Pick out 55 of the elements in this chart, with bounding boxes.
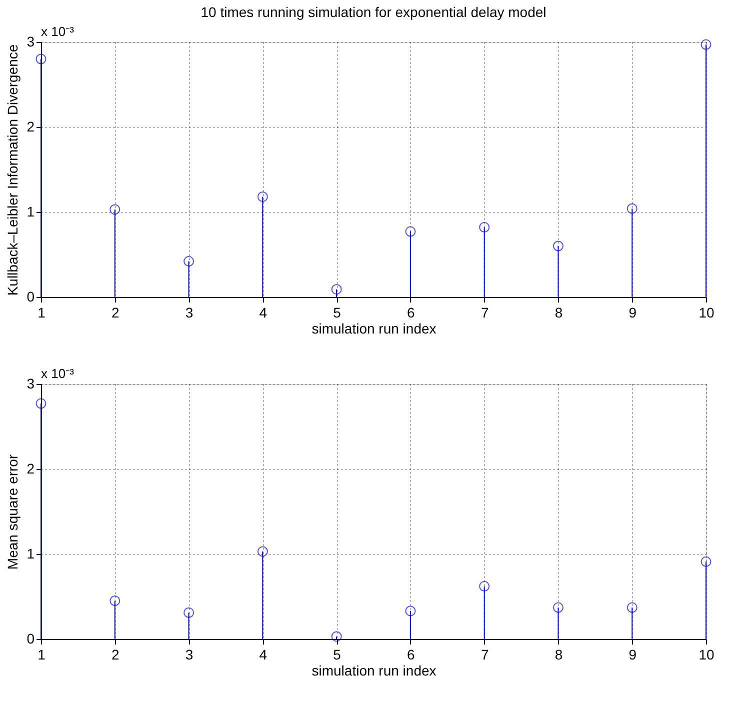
point xyxy=(331,284,342,295)
x-tick-label: 5 xyxy=(333,646,342,662)
x-tick-label: 7 xyxy=(480,646,489,662)
point xyxy=(700,39,712,50)
y-axis-title: Kullback–Leibler Information Divergence xyxy=(4,44,21,296)
chart-title: 10 times running simulation for exponential delay model xyxy=(200,4,546,20)
x-axis-title: simulation run index xyxy=(312,320,436,336)
x-tick-label: 9 xyxy=(628,304,637,320)
text: x 10⁻³ xyxy=(41,366,75,381)
x-axis-title: simulation run index xyxy=(312,662,436,678)
point xyxy=(184,607,194,618)
x-tick-label: 4 xyxy=(259,304,268,320)
point xyxy=(479,222,490,233)
point xyxy=(552,240,564,252)
y-axis-title: Mean square error xyxy=(4,454,21,570)
x-tick-label: 7 xyxy=(480,304,489,320)
x-tick-label: 8 xyxy=(554,646,563,662)
point xyxy=(257,191,268,202)
point xyxy=(36,398,46,409)
x-tick-label: 3 xyxy=(185,646,194,662)
y-tick-label: 1 xyxy=(26,546,35,562)
point xyxy=(257,546,268,557)
x-tick-label: 3 xyxy=(185,304,194,320)
point xyxy=(184,256,194,267)
x-tick-label: 5 xyxy=(333,304,342,320)
x-tick-label: 8 xyxy=(554,304,563,320)
y-tick-label: 3 xyxy=(26,376,35,392)
point xyxy=(700,556,712,567)
x-tick-label: 1 xyxy=(38,646,46,662)
x-tick-label: 10 xyxy=(698,646,714,662)
text: x 10⁻³ xyxy=(41,24,75,39)
x-tick-label: 2 xyxy=(111,646,120,662)
y-tick-label: 2 xyxy=(26,118,35,134)
x-tick-label: 1 xyxy=(38,304,46,320)
y-tick-label: 0 xyxy=(26,630,35,646)
x-tick-label: 2 xyxy=(111,304,120,320)
point xyxy=(479,581,490,592)
x-tick-label: 10 xyxy=(698,304,714,320)
point xyxy=(110,204,120,215)
x-tick-label: 6 xyxy=(407,646,416,662)
point xyxy=(626,203,638,214)
y-tick-label: 1 xyxy=(26,204,35,220)
y-tick-label: 0 xyxy=(26,288,35,304)
point xyxy=(626,602,638,613)
point xyxy=(552,602,564,613)
point xyxy=(331,631,342,642)
point xyxy=(110,596,120,606)
y-tick-label: 3 xyxy=(26,34,35,50)
x-tick-label: 4 xyxy=(259,646,268,662)
point xyxy=(405,226,416,237)
point xyxy=(36,54,46,64)
y-tick-label: 2 xyxy=(26,460,35,476)
x-tick-label: 6 xyxy=(407,304,416,320)
x-tick-label: 9 xyxy=(628,646,637,662)
point xyxy=(405,606,416,616)
